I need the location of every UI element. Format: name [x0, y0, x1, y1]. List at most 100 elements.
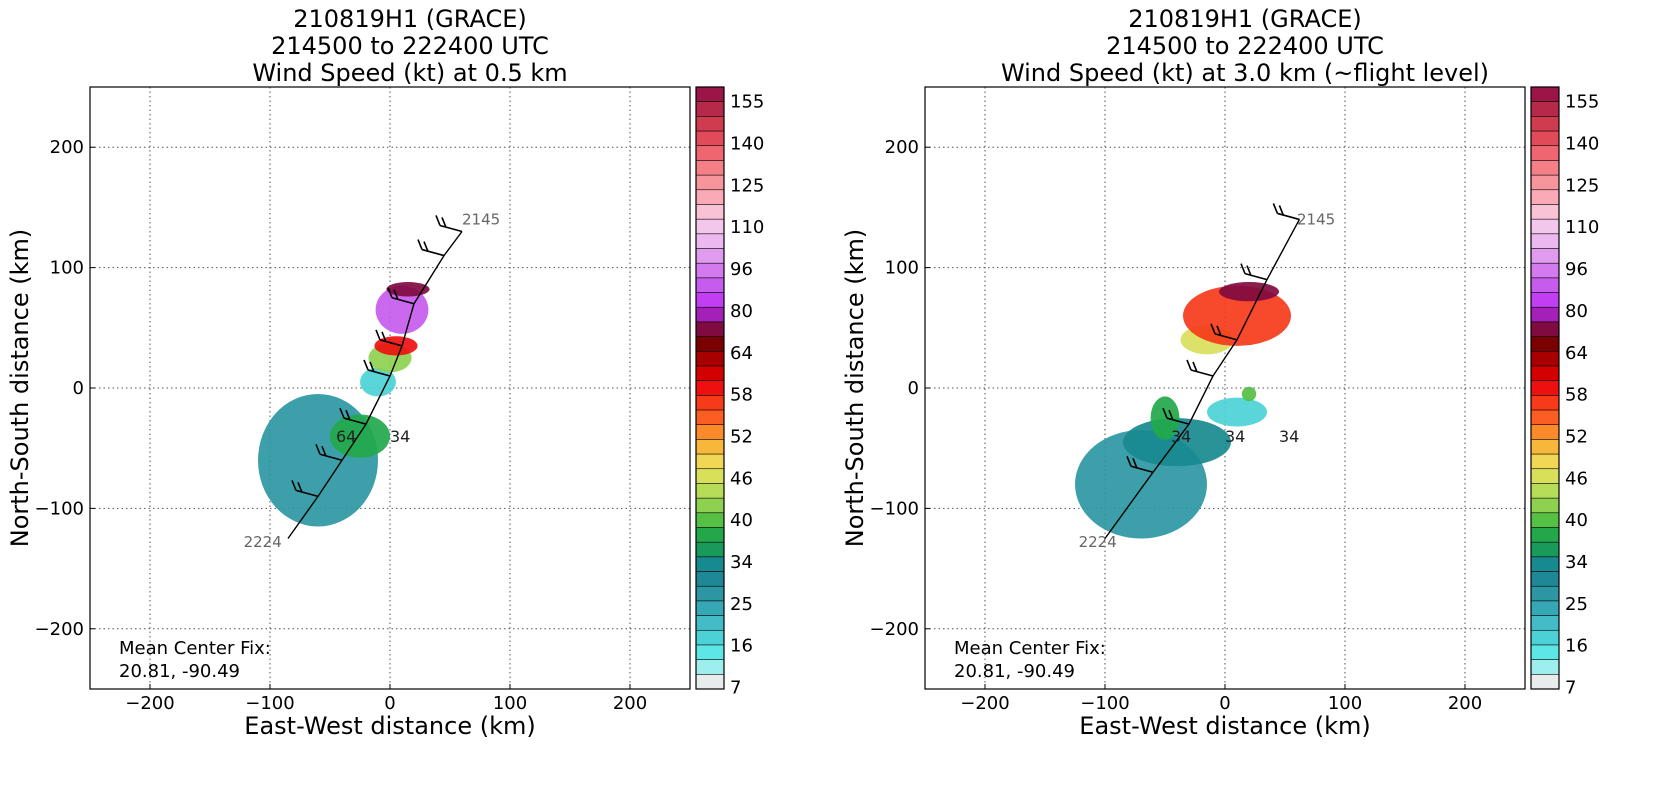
colorbar-bin	[1530, 468, 1560, 484]
wind-speed-region	[1241, 386, 1257, 402]
wind-barb-staff	[1244, 272, 1268, 281]
colorbar-bin	[695, 160, 725, 176]
colorbar-bin	[1530, 160, 1560, 176]
wind-barb-staff	[295, 489, 319, 498]
track-time-label: 2145	[1297, 210, 1335, 228]
colorbar-bin	[1530, 101, 1560, 117]
x-tick-label: 200	[1448, 693, 1482, 714]
colorbar-label: 40	[1565, 510, 1588, 531]
colorbar-label: 7	[730, 678, 741, 699]
wind-barb-flag	[1216, 325, 1222, 337]
colorbar-bin	[695, 644, 725, 661]
y-tick-label: 0	[73, 378, 84, 399]
wind-barb	[1210, 323, 1238, 341]
colorbar-bin	[1530, 321, 1560, 338]
colorbar-label: 7	[1565, 678, 1576, 699]
colorbar-bin	[695, 497, 725, 514]
colorbar-bin	[1530, 218, 1560, 235]
colorbar-bin	[1530, 541, 1560, 558]
y-axis-label: North-South distance (km)	[6, 229, 34, 548]
wind-barb	[1162, 407, 1190, 425]
y-tick-label: 100	[885, 258, 919, 279]
x-tick-label: 100	[1328, 693, 1362, 714]
wind-barb	[315, 443, 343, 462]
wind-barb-flag	[363, 359, 369, 371]
y-tick-label: 0	[908, 378, 919, 399]
colorbar-bin	[695, 424, 725, 440]
colorbar-label: 64	[730, 343, 753, 364]
wind-speed-region	[374, 336, 418, 356]
wind-speed-region	[1123, 418, 1231, 467]
colorbar-label: 125	[730, 175, 764, 196]
colorbar-bin	[695, 365, 725, 382]
y-tick-label: −200	[35, 619, 84, 640]
y-tick-label: 200	[885, 137, 919, 158]
y-axis-label: North-South distance (km)	[841, 229, 869, 548]
colorbar-label: 110	[730, 217, 764, 238]
colorbar-bin	[1530, 130, 1560, 147]
wind-barb	[339, 407, 367, 425]
wind-barb-flag	[1246, 265, 1252, 276]
colorbar-bin	[695, 218, 725, 235]
colorbar-bin	[1530, 497, 1560, 514]
wind-barb-flag	[297, 482, 303, 493]
wind-barb-staff	[1277, 212, 1300, 221]
colorbar-bin	[695, 86, 725, 103]
colorbar-label: 52	[730, 426, 753, 447]
colorbar-bin	[1530, 571, 1560, 587]
colorbar-bin	[1530, 204, 1560, 220]
colorbar-bin	[1530, 659, 1560, 675]
wind-speed-region	[386, 282, 430, 297]
colorbar-bin	[695, 277, 725, 294]
colorbar-bin	[1530, 365, 1560, 382]
chart-title-line-1: 210819H1 (GRACE)	[1128, 5, 1362, 33]
track-time-label: 2145	[462, 210, 500, 228]
colorbar-bin	[695, 453, 725, 470]
colorbar-label: 40	[730, 510, 753, 531]
contour-label: 34	[1171, 427, 1191, 446]
wind-speed-region	[1219, 282, 1279, 302]
colorbar-label: 58	[1565, 385, 1588, 406]
x-axis-label: East-West distance (km)	[244, 712, 535, 740]
colorbar-bin	[1530, 233, 1560, 250]
wind-barb-flag	[435, 215, 441, 226]
colorbar-label: 80	[1565, 301, 1588, 322]
colorbar-label: 34	[1565, 552, 1588, 573]
flight-track	[287, 231, 463, 539]
wind-barb-flag	[387, 287, 393, 299]
chart-title-line-1: 210819H1 (GRACE)	[293, 5, 527, 33]
x-tick-label: −200	[960, 693, 1009, 714]
colorbar-label: 140	[730, 134, 764, 155]
colorbar-bin	[1530, 453, 1560, 470]
wind-barb	[387, 287, 415, 305]
colorbar-bin	[695, 512, 725, 528]
colorbar-bin	[1530, 629, 1560, 646]
colorbar-label: 46	[730, 468, 753, 489]
colorbar-bin	[695, 556, 725, 573]
colorbar-bin	[695, 145, 725, 161]
contour-label: 34	[1225, 427, 1245, 446]
wind-barb-flag	[381, 331, 387, 343]
wind-barb-flag	[1240, 263, 1246, 274]
wind-barb-flag	[375, 329, 381, 341]
colorbar-label: 34	[730, 552, 753, 573]
wind-barb-flag	[1186, 359, 1192, 371]
wind-barb-staff	[319, 453, 343, 462]
colorbar-bin	[695, 174, 725, 191]
mean-center-fix-annotation: 20.81, -90.49	[119, 661, 240, 682]
wind-barb	[1240, 263, 1268, 281]
colorbar-bin	[1530, 615, 1560, 631]
colorbar-bin	[1530, 644, 1560, 661]
colorbar-bin	[695, 116, 725, 132]
wind-barb-staff	[1214, 333, 1238, 341]
wind-barb	[375, 329, 403, 347]
colorbar-label: 140	[1565, 134, 1599, 155]
colorbar-bin	[695, 292, 725, 308]
colorbar-bin	[1530, 527, 1560, 543]
colorbar-bin	[695, 336, 725, 352]
colorbar-bin	[695, 659, 725, 675]
wind-barb-flag	[291, 480, 297, 491]
colorbar-bin	[695, 262, 725, 279]
wind-speed-region	[1207, 397, 1267, 427]
colorbar-label: 52	[1565, 426, 1588, 447]
